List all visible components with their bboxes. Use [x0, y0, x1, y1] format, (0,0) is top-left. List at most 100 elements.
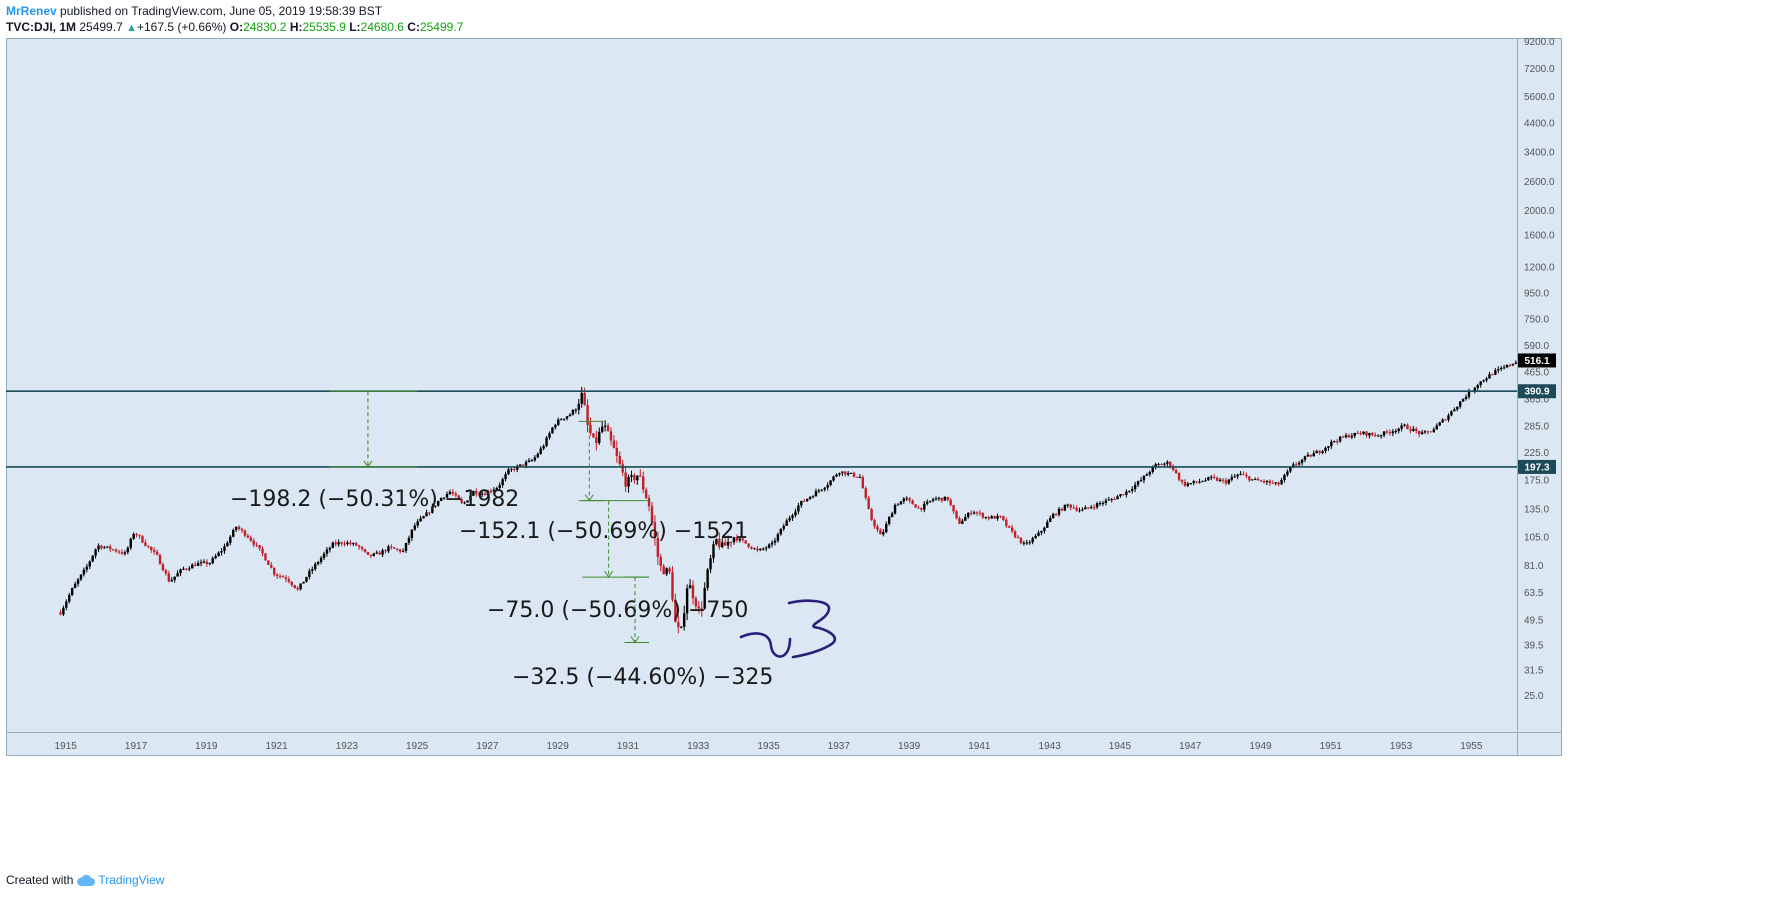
up-candle: [232, 530, 235, 537]
symbol-name[interactable]: TVC:DJI, 1M: [6, 20, 77, 34]
up-candle: [937, 497, 941, 499]
down-candle: [164, 570, 168, 574]
up-candle: [1476, 385, 1479, 388]
down-candle: [111, 549, 115, 551]
up-candle: [1479, 381, 1482, 386]
down-candle: [855, 476, 859, 478]
down-candle: [1415, 428, 1418, 431]
down-candle: [650, 506, 654, 523]
up-candle: [1300, 459, 1304, 463]
up-candle: [439, 498, 443, 501]
down-candle: [281, 576, 285, 578]
up-candle: [1189, 483, 1192, 485]
down-candle: [694, 598, 698, 607]
tradingview-brand-link[interactable]: TradingView: [98, 873, 165, 887]
up-candle: [1488, 374, 1491, 379]
up-candle: [1438, 422, 1441, 426]
up-candle: [1333, 441, 1336, 443]
down-candle: [747, 543, 750, 547]
up-candle: [1330, 441, 1333, 447]
down-candle: [287, 579, 291, 582]
up-candle: [964, 516, 967, 521]
up-candle: [1128, 490, 1131, 492]
down-candle: [633, 475, 636, 481]
down-candle: [621, 464, 624, 473]
up-candle: [1456, 406, 1459, 410]
up-candle: [706, 569, 709, 588]
down-candle: [589, 424, 592, 434]
up-candle: [732, 537, 736, 543]
down-candle: [147, 545, 150, 547]
down-candle: [109, 546, 112, 550]
y-tick-label: 225.0: [1524, 448, 1549, 459]
up-candle: [1289, 467, 1292, 472]
down-candle: [1491, 374, 1494, 376]
up-candle: [375, 552, 378, 554]
y-tick-label: 175.0: [1524, 476, 1549, 487]
up-candle: [829, 480, 832, 486]
up-candle: [1043, 527, 1046, 531]
down-candle: [647, 498, 651, 507]
up-candle: [319, 557, 323, 563]
down-candle: [671, 571, 674, 600]
up-candle: [849, 472, 853, 474]
author-link[interactable]: MrRenev: [6, 4, 57, 18]
up-candle: [1458, 401, 1462, 407]
up-candle: [199, 562, 203, 564]
up-candle: [328, 547, 332, 550]
up-candle: [191, 564, 194, 569]
up-candle: [841, 471, 844, 474]
down-candle: [152, 549, 156, 552]
up-candle: [76, 579, 80, 584]
up-candle: [1499, 367, 1503, 370]
up-candle: [817, 490, 821, 492]
x-tick-label: 1925: [406, 741, 429, 752]
y-tick-label: 465.0: [1524, 368, 1549, 379]
up-candle: [325, 549, 329, 554]
up-candle: [1116, 496, 1119, 500]
time-axis-area: [6, 732, 1517, 756]
up-candle: [1031, 538, 1034, 543]
up-candle: [1151, 466, 1154, 473]
up-candle: [1095, 503, 1099, 508]
up-candle: [601, 426, 604, 432]
up-candle: [176, 573, 179, 577]
up-candle: [97, 545, 100, 550]
up-candle: [1037, 532, 1040, 536]
up-candle: [1412, 428, 1415, 431]
down-candle: [278, 575, 282, 577]
y-tick-label: 49.5: [1524, 616, 1544, 627]
up-candle: [226, 542, 229, 547]
up-candle: [501, 479, 504, 486]
up-candle: [1084, 507, 1087, 510]
up-candle: [229, 536, 232, 543]
up-candle: [536, 453, 539, 458]
up-candle: [486, 491, 490, 495]
up-candle: [1236, 474, 1239, 477]
down-candle: [756, 548, 759, 551]
y-tick-label: 7200.0: [1524, 64, 1555, 75]
up-candle: [416, 521, 419, 526]
up-candle: [764, 547, 768, 549]
up-candle: [1133, 484, 1137, 489]
up-candle: [1148, 472, 1151, 475]
up-candle: [372, 553, 375, 557]
up-candle: [91, 555, 94, 562]
down-candle: [1259, 480, 1263, 482]
up-candle: [123, 552, 127, 554]
x-tick-label: 1955: [1460, 741, 1483, 752]
down-candle: [1160, 464, 1163, 466]
down-candle: [1309, 454, 1313, 457]
up-candle: [1467, 390, 1471, 397]
up-candle: [577, 403, 580, 410]
down-candle: [946, 496, 949, 500]
up-candle: [1081, 509, 1084, 511]
up-candle: [703, 587, 706, 609]
up-candle: [1034, 535, 1037, 539]
down-candle: [1242, 473, 1245, 475]
up-candle: [890, 513, 894, 518]
x-tick-label: 1933: [687, 741, 710, 752]
up-candle: [1344, 435, 1348, 438]
up-candle: [1227, 479, 1231, 484]
